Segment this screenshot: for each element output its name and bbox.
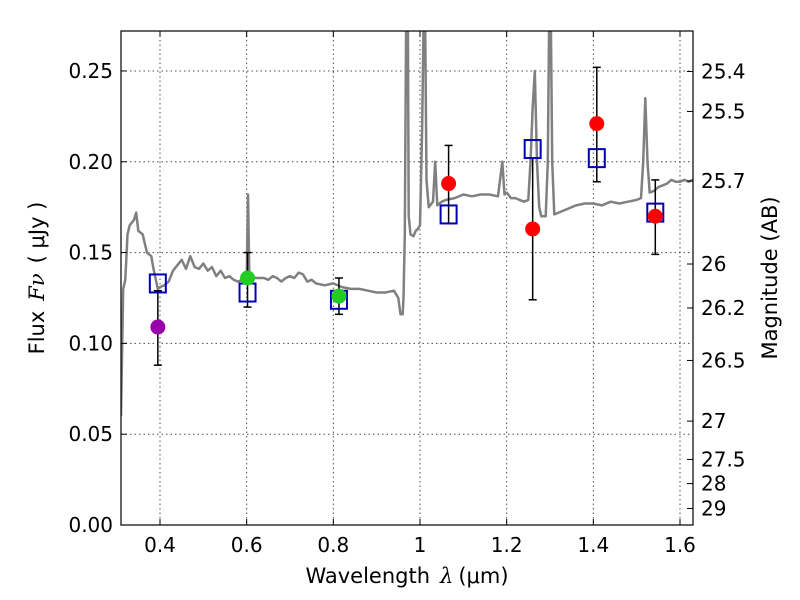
y-tick-label: 0.25 (68, 59, 113, 83)
model-point-square (439, 204, 458, 225)
x-tick-label: 0.4 (144, 533, 176, 557)
model-point-square (523, 139, 542, 160)
y2-axis-label: Magnitude (AB) (758, 196, 782, 359)
y2-tick-label: 27 (701, 409, 726, 433)
observed-point (441, 176, 457, 192)
observed-point (647, 208, 663, 224)
y2-tick-label: 27.5 (701, 447, 746, 471)
observed-point (240, 270, 256, 286)
axis-ticks: 0.4 0.6 0.8 1 1.2 1.4 1.6 0.00 0.05 0.10 0.15 0.20 0… (68, 31, 746, 557)
x-axis-label: Wavelength λ (μm) (305, 564, 508, 588)
y-tick-label: 0.05 (68, 422, 113, 446)
model-point-square (148, 273, 167, 294)
observed-point (331, 288, 347, 304)
observed-point (525, 221, 541, 237)
y2-tick-label: 25.7 (701, 169, 746, 193)
plot-frame (120, 30, 694, 526)
y2-tick-label: 25.4 (701, 60, 746, 84)
y2-tick-label: 26 (701, 252, 726, 276)
x-tick-label: 0.8 (317, 533, 349, 557)
observed-point (589, 116, 605, 132)
observed-point (150, 319, 166, 335)
y-tick-label: 0.20 (68, 150, 113, 174)
y2-tick-label: 25.5 (701, 99, 746, 123)
x-tick-label: 1.4 (577, 533, 609, 557)
y-tick-label: 0.10 (68, 331, 113, 355)
x-tick-label: 0.6 (231, 533, 263, 557)
y-tick-label: 0.15 (68, 241, 113, 265)
model-spectrum-line (121, 31, 693, 417)
y-tick-label: 0.00 (68, 513, 113, 537)
y2-tick-label: 26.2 (701, 296, 746, 320)
model-point-square (587, 148, 606, 169)
x-tick-label: 1.6 (664, 533, 696, 557)
y2-tick-label: 26.5 (701, 348, 746, 372)
y-axis-label: FluxFν( μJy ) (25, 202, 49, 355)
y2-tick-label: 28 (701, 472, 726, 496)
y2-tick-label: 29 (701, 496, 726, 520)
x-tick-label: 1.2 (491, 533, 523, 557)
x-tick-label: 1 (414, 533, 427, 557)
plot-area (121, 31, 693, 417)
